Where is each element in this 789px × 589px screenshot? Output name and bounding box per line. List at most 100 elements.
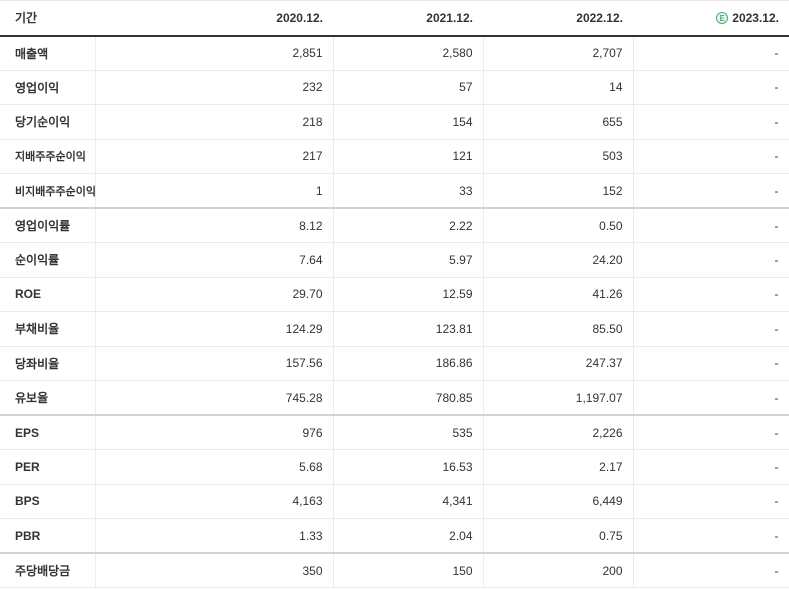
value-cell: - <box>633 70 789 105</box>
row-label: 매출액 <box>0 35 96 71</box>
value-cell: 121 <box>333 139 484 174</box>
row-label: 주당배당금 <box>0 553 96 588</box>
value-cell: 535 <box>333 415 484 450</box>
value-cell: - <box>633 311 789 347</box>
value-cell: 503 <box>483 139 634 174</box>
value-cell: 2.17 <box>483 449 634 485</box>
table-row: 순이익률 7.64 5.97 24.20- <box>0 242 789 278</box>
table-row: BPS 4,163 4,341 6,449- <box>0 484 789 519</box>
row-label: 유보율 <box>0 380 96 416</box>
value-cell: 123.81 <box>333 311 484 347</box>
table-row: EPS 976 535 2,226- <box>0 415 789 450</box>
row-label: 당기순이익 <box>0 104 96 140</box>
value-cell: - <box>633 415 789 450</box>
value-cell: 33 <box>333 173 484 209</box>
value-cell: - <box>633 208 789 243</box>
value-cell: 745.28 <box>95 380 334 416</box>
row-label: 당좌비율 <box>0 346 96 381</box>
table-row: 영업이익률 8.12 2.22 0.50- <box>0 208 789 243</box>
row-label: EPS <box>0 415 96 450</box>
value-cell: 41.26 <box>483 277 634 312</box>
value-cell: - <box>633 484 789 519</box>
row-label: ROE <box>0 277 96 312</box>
value-cell: - <box>633 518 789 554</box>
value-cell: 2.22 <box>333 208 484 243</box>
value-cell: - <box>633 277 789 312</box>
value-cell: 1.33 <box>95 518 334 554</box>
value-cell: 655 <box>483 104 634 140</box>
table-row: 비지배주주순이익 1 33 152- <box>0 173 789 209</box>
row-label: 영업이익률 <box>0 208 96 243</box>
value-cell: 150 <box>333 553 484 588</box>
period-header: 기간 <box>0 0 95 37</box>
column-header-202312: E 2023.12. <box>633 0 789 37</box>
value-cell: - <box>633 553 789 588</box>
row-label: 영업이익 <box>0 70 96 105</box>
value-cell: 247.37 <box>483 346 634 381</box>
value-cell: 200 <box>483 553 634 588</box>
row-label: 비지배주주순이익 <box>0 173 96 209</box>
value-cell: 157.56 <box>95 346 334 381</box>
value-cell: - <box>633 173 789 209</box>
value-cell: 0.75 <box>483 518 634 554</box>
value-cell: 976 <box>95 415 334 450</box>
value-cell: 2,851 <box>95 35 334 71</box>
table-row: 유보율 745.28 780.85 1,197.07- <box>0 380 789 416</box>
table-header-row: 기간 2020.12. 2021.12. 2022.12. E 2023.12. <box>0 0 789 37</box>
column-header-label: 2020.12. <box>276 10 323 25</box>
row-label: PBR <box>0 518 96 554</box>
value-cell: 2,226 <box>483 415 634 450</box>
table-row: ROE 29.70 12.59 41.26- <box>0 277 789 312</box>
value-cell: - <box>633 242 789 278</box>
value-cell: 0.50 <box>483 208 634 243</box>
value-cell: 24.20 <box>483 242 634 278</box>
table-row: 영업이익 232 57 14- <box>0 70 789 105</box>
table-row: 부채비율 124.29 123.81 85.50- <box>0 311 789 347</box>
table-row: 주당배당금 350 150 200- <box>0 553 789 588</box>
table-row: PER 5.68 16.53 2.17- <box>0 449 789 485</box>
value-cell: 1,197.07 <box>483 380 634 416</box>
table-row: PBR 1.33 2.04 0.75- <box>0 518 789 554</box>
value-cell: 4,341 <box>333 484 484 519</box>
table-row: 지배주주순이익 217 121 503- <box>0 139 789 174</box>
value-cell: 4,163 <box>95 484 334 519</box>
estimate-icon: E <box>716 11 729 24</box>
value-cell: 780.85 <box>333 380 484 416</box>
table-row: 당기순이익 218 154 655- <box>0 104 789 140</box>
column-header-202012: 2020.12. <box>95 0 333 37</box>
value-cell: 232 <box>95 70 334 105</box>
table-row: 당좌비율 157.56 186.86 247.37- <box>0 346 789 381</box>
value-cell: 5.68 <box>95 449 334 485</box>
value-cell: 57 <box>333 70 484 105</box>
value-cell: 350 <box>95 553 334 588</box>
value-cell: - <box>633 104 789 140</box>
row-label: 순이익률 <box>0 242 96 278</box>
value-cell: 1 <box>95 173 334 209</box>
column-header-label: 2022.12. <box>576 10 623 25</box>
column-header-label: 2023.12. <box>732 10 779 25</box>
table-row: 매출액 2,851 2,580 2,707- <box>0 35 789 71</box>
value-cell: 186.86 <box>333 346 484 381</box>
row-label: PER <box>0 449 96 485</box>
row-label: BPS <box>0 484 96 519</box>
value-cell: - <box>633 380 789 416</box>
value-cell: 2,707 <box>483 35 634 71</box>
value-cell: 152 <box>483 173 634 209</box>
value-cell: 154 <box>333 104 484 140</box>
column-header-202212: 2022.12. <box>483 0 633 37</box>
value-cell: - <box>633 346 789 381</box>
value-cell: 7.64 <box>95 242 334 278</box>
value-cell: 2.04 <box>333 518 484 554</box>
value-cell: 16.53 <box>333 449 484 485</box>
value-cell: 85.50 <box>483 311 634 347</box>
value-cell: 218 <box>95 104 334 140</box>
value-cell: 29.70 <box>95 277 334 312</box>
value-cell: 124.29 <box>95 311 334 347</box>
column-header-202112: 2021.12. <box>333 0 483 37</box>
value-cell: 12.59 <box>333 277 484 312</box>
value-cell: 6,449 <box>483 484 634 519</box>
value-cell: 8.12 <box>95 208 334 243</box>
value-cell: 2,580 <box>333 35 484 71</box>
value-cell: 5.97 <box>333 242 484 278</box>
